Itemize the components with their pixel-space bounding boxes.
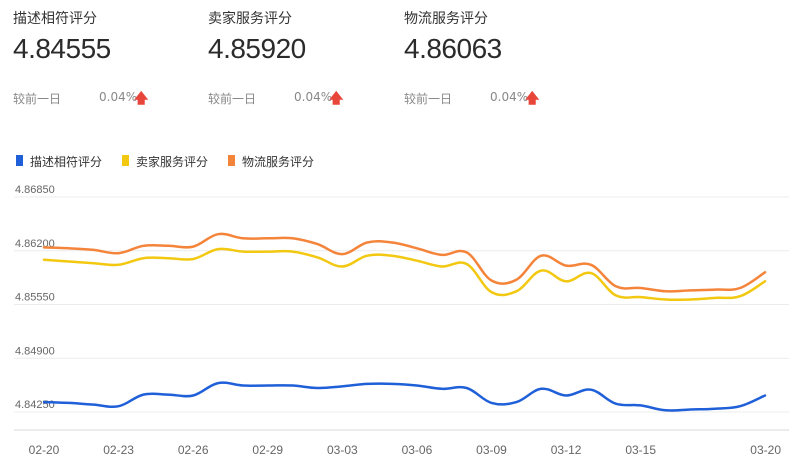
metric-change: 0.04% — [490, 90, 529, 104]
metric-change: 0.04% — [294, 90, 333, 104]
series-line-2 — [42, 232, 767, 293]
y-tick-label: 4.84900 — [15, 345, 55, 357]
x-tick-label: 03-20 — [750, 443, 781, 457]
legend-label: 物流服务评分 — [242, 154, 314, 169]
legend-swatch — [122, 155, 129, 166]
legend-swatch — [228, 155, 235, 166]
legend-swatch — [16, 155, 23, 166]
x-tick-label: 03-03 — [327, 443, 358, 457]
metric-label: 卖家服务评分 — [208, 11, 292, 27]
x-tick-label: 02-23 — [103, 443, 134, 457]
x-tick-label: 03-06 — [402, 443, 433, 457]
metric-label: 描述相符评分 — [13, 11, 97, 27]
metric-compare-label: 较前一日 — [208, 92, 257, 106]
metric-value: 4.86063 — [404, 33, 502, 64]
x-tick-label: 02-20 — [29, 443, 60, 457]
x-tick-label: 02-26 — [178, 443, 209, 457]
y-tick-label: 4.86850 — [15, 184, 55, 196]
legend-label: 卖家服务评分 — [136, 154, 208, 169]
metric-change: 0.04% — [99, 90, 138, 104]
series-line-0 — [42, 381, 767, 412]
arrow-up-icon: 🡅 — [329, 91, 344, 107]
series-line-1 — [42, 247, 767, 302]
metric-compare-label: 较前一日 — [13, 92, 62, 106]
x-tick-label: 03-15 — [625, 443, 656, 457]
y-tick-label: 4.84250 — [15, 399, 55, 411]
legend-label: 描述相符评分 — [30, 154, 102, 169]
metric-value: 4.84555 — [13, 33, 111, 64]
x-tick-label: 02-29 — [252, 443, 283, 457]
metric-label: 物流服务评分 — [404, 11, 488, 27]
x-tick-label: 03-09 — [476, 443, 507, 457]
y-tick-label: 4.85550 — [15, 292, 55, 304]
metric-value: 4.85920 — [208, 33, 306, 64]
arrow-up-icon: 🡅 — [134, 91, 149, 107]
x-tick-label: 03-12 — [551, 443, 582, 457]
metric-compare-label: 较前一日 — [404, 92, 453, 106]
arrow-up-icon: 🡅 — [525, 91, 540, 107]
